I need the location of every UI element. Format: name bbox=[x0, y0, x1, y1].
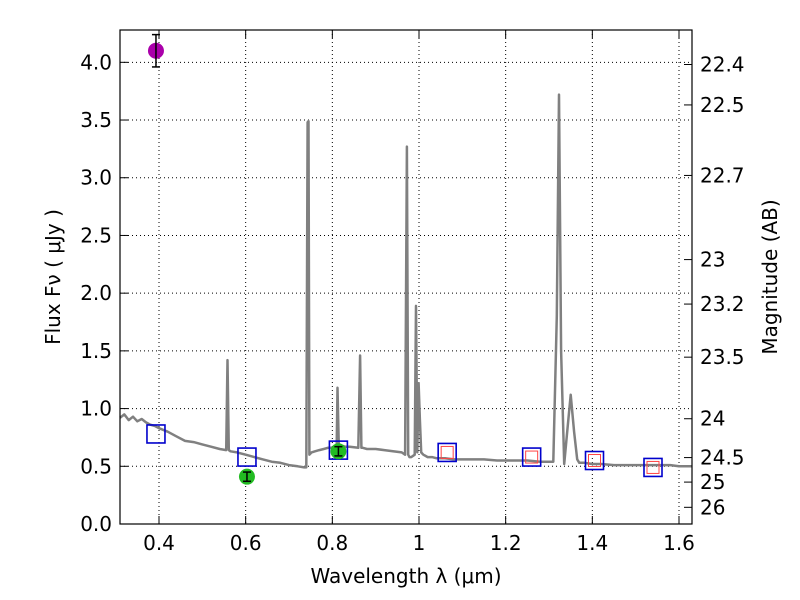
y-tick-label: 4.0 bbox=[80, 50, 112, 74]
y-tick-label: 3.5 bbox=[80, 108, 112, 132]
right-tick-label: 23.5 bbox=[700, 345, 745, 369]
right-tick-label: 22.4 bbox=[700, 53, 745, 77]
y-axis-label: Flux Fν ( μJy ) bbox=[41, 209, 65, 345]
x-tick-label: 1.2 bbox=[490, 531, 522, 555]
y-axis-ticks: 0.0 0.5 1.0 1.5 2.0 2.5 3.0 3.5 4.0 bbox=[80, 50, 128, 536]
model-photometry-point bbox=[584, 450, 605, 471]
x-axis-ticks: 0.4 0.6 0.8 1 1.2 1.4 1.6 bbox=[143, 30, 695, 555]
plot-frame bbox=[119, 29, 693, 525]
right-tick-label: 24.5 bbox=[700, 446, 745, 470]
right-tick-label: 22.5 bbox=[700, 93, 745, 117]
model-photometry-point bbox=[237, 447, 257, 467]
model-spectrum-line bbox=[119, 93, 692, 469]
right-axis-label: Magnitude (AB) bbox=[758, 199, 782, 354]
right-tick-label: 25 bbox=[700, 470, 725, 494]
observed-photometry-point bbox=[525, 450, 539, 464]
right-tick-label: 23.2 bbox=[700, 292, 745, 316]
observed-photometry-point bbox=[440, 445, 454, 459]
observed-photometry-point bbox=[588, 454, 601, 468]
model-photometry-point bbox=[521, 447, 542, 467]
model-photometry-point bbox=[643, 457, 663, 478]
right-tick-label: 22.7 bbox=[700, 163, 745, 187]
right-tick-label: 26 bbox=[700, 495, 725, 519]
y-tick-label: 1.0 bbox=[80, 397, 112, 421]
y-tick-label: 0.5 bbox=[80, 454, 112, 478]
y-tick-label: 2.0 bbox=[80, 281, 112, 305]
marker-layer bbox=[146, 33, 663, 485]
series-layer bbox=[119, 93, 692, 469]
y-tick-label: 2.5 bbox=[80, 223, 112, 247]
x-tick-label: 1 bbox=[413, 531, 426, 555]
right-tick-label: 24 bbox=[700, 407, 725, 431]
y-tick-label: 0.0 bbox=[80, 512, 112, 536]
y-tick-label: 1.5 bbox=[80, 339, 112, 363]
x-tick-label: 1.6 bbox=[663, 531, 695, 555]
y-tick-label: 3.0 bbox=[80, 166, 112, 190]
x-tick-label: 0.8 bbox=[316, 531, 348, 555]
model-photometry-point bbox=[437, 442, 457, 463]
right-tick-label: 23 bbox=[700, 248, 725, 272]
x-tick-label: 0.6 bbox=[230, 531, 262, 555]
observed-photometry-point bbox=[646, 460, 660, 474]
x-tick-label: 0.4 bbox=[143, 531, 175, 555]
x-axis-label: Wavelength λ (μm) bbox=[310, 564, 501, 588]
model-photometry-point bbox=[146, 424, 166, 444]
x-tick-label: 1.4 bbox=[576, 531, 608, 555]
